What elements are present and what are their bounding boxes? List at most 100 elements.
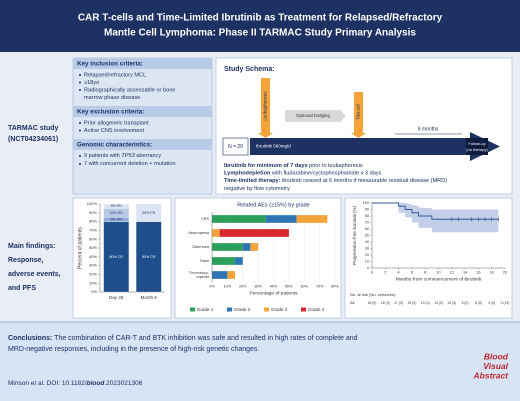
y-tick-label: 10% [89,280,97,285]
x-tick-label: 16 [476,271,480,275]
legend-swatch [190,307,195,312]
y-tick-label: 90% [89,210,97,215]
bar-segment [296,215,328,223]
chart-title: Related AEs (≥15%) by grade [237,202,309,208]
x-tick-label: 40% [270,285,278,289]
leukapheresis-label: Leukapheresis [263,91,268,121]
logo-text: Abstract [473,370,510,380]
x-tick-label: 10 [436,271,440,275]
bar-segment [242,243,251,251]
y-tick-label: 50% [89,245,97,250]
y-tick-label: Thrombocy- [189,271,210,275]
y-tick-label: 40 [365,240,369,244]
x-tick-label: 20% [239,285,247,289]
y-tick-label: 70 [365,221,369,225]
y-axis-label: Percent of patients [77,227,83,269]
n-label: N = 20 [228,144,243,150]
x-tick-label: 2 [384,271,386,275]
y-tick-label: CRS [201,217,209,221]
risk-table-title: No. at risk (No. censored) [350,292,396,297]
title: Mantle Cell Lymphoma: Phase II TARMAC St… [104,28,416,39]
title: CAR T-cells and Time-Limited Ibrutinib a… [78,13,443,24]
criteria-item: Relapsed/refractory MCL [84,72,146,78]
citation-part: Minson et al. DOI: 10.1182/ [8,380,87,387]
bar-segment [103,203,130,209]
section-label: Main findings: [8,243,55,250]
criteria-heading: Genomic characteristics: [77,141,152,148]
y-tick-label: 50 [365,234,369,238]
criteria-header [73,106,212,117]
y-tick-label: 100 [363,201,369,205]
bullet [79,155,81,157]
text-part: 9 patients with [84,153,121,159]
arrow-tip [258,133,273,138]
legend-label: Grade 3 [271,307,288,312]
bullet [79,89,81,91]
x-tick-label: 50% [285,285,293,289]
schema-note: Time-limited therapy: ibrutinib ceased a… [224,178,447,184]
y-tick-label: 100% [87,201,98,206]
criteria-item: Active CNS involvement [84,128,144,134]
note-bold: Ibrutinib for minimum of 7 days [224,163,308,169]
logo-text: Visual [483,361,508,371]
x-tick-label: Month 6 [141,295,158,300]
x-tick-label: 4 [398,271,400,275]
y-tick-label: Rash [200,259,209,263]
legend-swatch [264,307,269,312]
logo-text: Blood [484,351,509,361]
criteria-item: 9 patients with TP53 aberrancy [84,153,161,159]
risk-count: 0 (13) [501,301,510,305]
x-tick-label: 60% [300,285,308,289]
x-tick-label: 8 [424,271,426,275]
criteria-item: ≥18yo [84,80,99,86]
y-tick-label: 60% [89,236,97,241]
ibrutinib-label: Ibrutinib 560mg/d [256,144,291,149]
risk-count: 4 (0) [488,301,495,305]
bar-segment [212,215,266,223]
y-tick-label: Diarrhoea [192,245,210,249]
x-tick-label: 0% [209,285,215,289]
y-tick-label: 40% [89,254,97,259]
ibrutinib-bar [250,138,470,155]
bullet [79,74,81,76]
text-part: 7 with concurrent deletion + mutation [84,161,176,167]
x-axis-label: Percentage of patients [249,290,298,296]
risk-count: 13 (0) [447,301,456,305]
y-tick-label: Neutropenia [188,231,210,235]
y-tick-label: 60 [365,227,369,231]
section-label: TARMAC study [8,125,59,132]
bullet [79,81,81,84]
data-label: 80% CR [142,255,156,259]
data-label: 20% PD [142,211,156,215]
schema-note: Lymphodepletion with fludarabine/cycloph… [224,171,382,177]
bar-segment [219,229,289,237]
text-part: aberrancy [135,153,162,159]
criteria-item: Radiographically assessable or bone [84,87,175,93]
followup-box [466,138,488,155]
risk-count: 5 (0) [475,301,482,305]
tisacel-arrow [354,92,363,133]
bullet [79,163,81,165]
section-label: Response, [8,257,43,264]
bar-segment [227,271,236,279]
bar-segment [135,203,162,222]
citation-part: blood [87,380,106,387]
criteria-item: marrow phase disease [84,95,140,101]
criteria-box [72,57,213,195]
citation: Minson et al. DOI: 10.1182/blood.2023021… [8,380,143,387]
data-label: 80% CR [110,255,124,259]
bar-segment [212,257,236,265]
y-tick-label: 10 [365,260,369,264]
note-bold: Time-limited therapy: [224,178,281,184]
criteria-item: Prior allogeneic transplant [84,120,149,126]
legend-swatch [301,307,306,312]
legend-label: Grade 1 [197,307,214,312]
bridging-label: Optional bridging [296,113,331,118]
schema-note: negative by flow cytometry [224,186,290,192]
bar-segment [250,243,259,251]
y-tick-label: 80 [365,214,369,218]
note-text: ibrutinib ceased at 6 months if measurab… [280,178,447,184]
tisacel-label: Tisa-cel [356,104,361,120]
risk-count: 13 (0) [434,301,443,305]
